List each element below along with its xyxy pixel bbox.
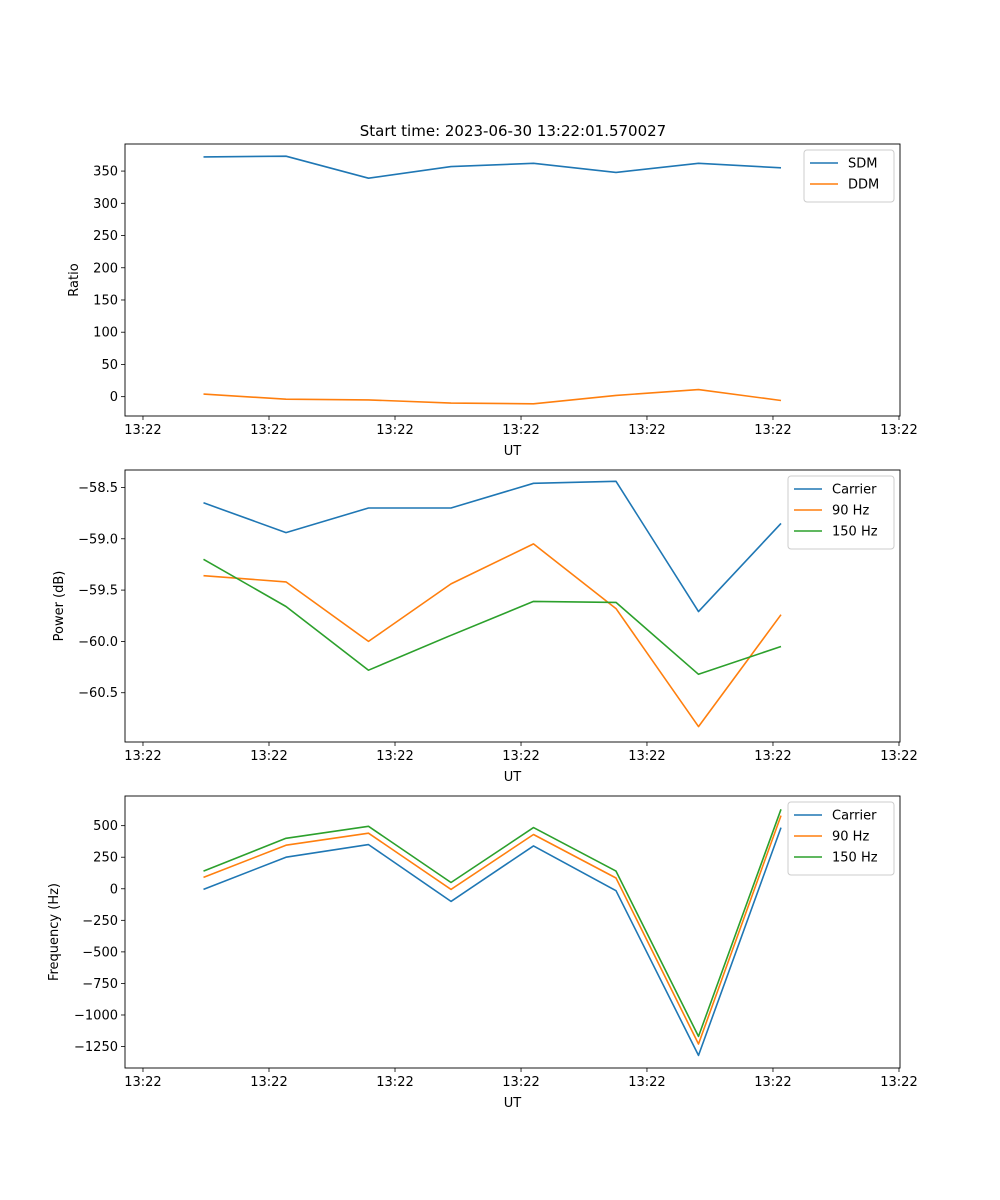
y-axis-label: Power (dB) <box>52 571 67 642</box>
x-tick-label: 13:22 <box>502 749 539 764</box>
y-tick-label: 0 <box>110 882 118 897</box>
axes-frame <box>124 143 901 417</box>
legend-label: Carrier <box>832 483 877 498</box>
x-tick-label: 13:22 <box>124 423 161 438</box>
x-tick-label: 13:22 <box>376 1075 413 1090</box>
legend: Carrier 90 Hz 150 Hz <box>787 475 895 550</box>
legend-label: SDM <box>848 157 877 172</box>
x-tick-label: 13:22 <box>880 423 917 438</box>
x-axis-label: UT <box>504 444 522 459</box>
y-tick-label: 300 <box>93 197 118 212</box>
y-tick-label: −58.5 <box>78 481 118 496</box>
series-line-carrier <box>203 480 782 613</box>
figure-title: Start time: 2023-06-30 13:22:01.570027 <box>360 122 666 140</box>
series-line-150-hz <box>203 809 782 1038</box>
x-tick-label: 13:22 <box>502 1075 539 1090</box>
y-tick-label: −60.0 <box>78 635 118 650</box>
x-tick-label: 13:22 <box>250 1075 287 1090</box>
x-tick-label: 13:22 <box>754 423 791 438</box>
legend: Carrier 90 Hz 150 Hz <box>787 801 895 876</box>
x-tick-label: 13:22 <box>124 1075 161 1090</box>
chart-panel-1: 13:22 13:22 13:22 13:22 13:22 13:22 13:22 0 50 10… <box>67 143 918 459</box>
y-tick-label: −750 <box>82 977 118 992</box>
y-axis-label: Frequency (Hz) <box>47 883 62 981</box>
x-axis-label: UT <box>504 770 522 785</box>
chart-panel-3: 13:22 13:22 13:22 13:22 13:22 13:22 13:22 −1250… <box>47 795 918 1111</box>
axes-frame <box>124 469 901 743</box>
axes-frame <box>124 795 901 1069</box>
chart-panels: 13:22 13:22 13:22 13:22 13:22 13:22 13:22 0 50 10… <box>47 143 918 1111</box>
legend-label: 90 Hz <box>832 830 869 845</box>
x-axis-label: UT <box>504 1096 522 1111</box>
x-tick-label: 13:22 <box>628 423 665 438</box>
x-tick-label: 13:22 <box>376 749 413 764</box>
x-tick-label: 13:22 <box>628 1075 665 1090</box>
x-tick-label: 13:22 <box>880 749 917 764</box>
legend-label: DDM <box>848 178 879 193</box>
series-line-carrier <box>203 827 782 1057</box>
legend: SDM DDM <box>803 149 895 203</box>
y-tick-label: 100 <box>93 326 118 341</box>
legend-label: 150 Hz <box>832 851 878 866</box>
y-axis-label: Ratio <box>67 263 82 296</box>
legend-label: 150 Hz <box>832 525 878 540</box>
y-tick-label: 0 <box>110 390 118 405</box>
x-tick-label: 13:22 <box>628 749 665 764</box>
chart-panel-2: 13:22 13:22 13:22 13:22 13:22 13:22 13:22 −60.5… <box>52 469 918 785</box>
series-line-90-hz <box>203 815 782 1045</box>
y-tick-label: 50 <box>101 358 118 373</box>
x-tick-label: 13:22 <box>376 423 413 438</box>
y-tick-label: 350 <box>93 165 118 180</box>
legend-label: Carrier <box>832 809 877 824</box>
x-tick-label: 13:22 <box>754 1075 791 1090</box>
x-tick-label: 13:22 <box>250 423 287 438</box>
x-tick-label: 13:22 <box>754 749 791 764</box>
x-tick-label: 13:22 <box>880 1075 917 1090</box>
y-tick-label: 200 <box>93 261 118 276</box>
y-tick-label: −59.0 <box>78 532 118 547</box>
y-tick-label: −60.5 <box>78 686 118 701</box>
x-tick-label: 13:22 <box>124 749 161 764</box>
series-line-150-hz <box>203 558 782 676</box>
y-tick-label: 150 <box>93 293 118 308</box>
x-tick-label: 13:22 <box>502 423 539 438</box>
series-line-sdm <box>203 155 782 179</box>
y-tick-label: −59.5 <box>78 584 118 599</box>
y-tick-label: 500 <box>93 819 118 834</box>
series-line-ddm <box>203 388 782 405</box>
y-tick-label: −1250 <box>74 1040 118 1055</box>
y-tick-label: −250 <box>82 914 118 929</box>
y-tick-label: 250 <box>93 229 118 244</box>
y-tick-label: −500 <box>82 945 118 960</box>
legend-label: 90 Hz <box>832 504 869 519</box>
series-line-90-hz <box>203 543 782 728</box>
y-tick-label: 250 <box>93 851 118 866</box>
x-tick-label: 13:22 <box>250 749 287 764</box>
y-tick-label: −1000 <box>74 1008 118 1023</box>
